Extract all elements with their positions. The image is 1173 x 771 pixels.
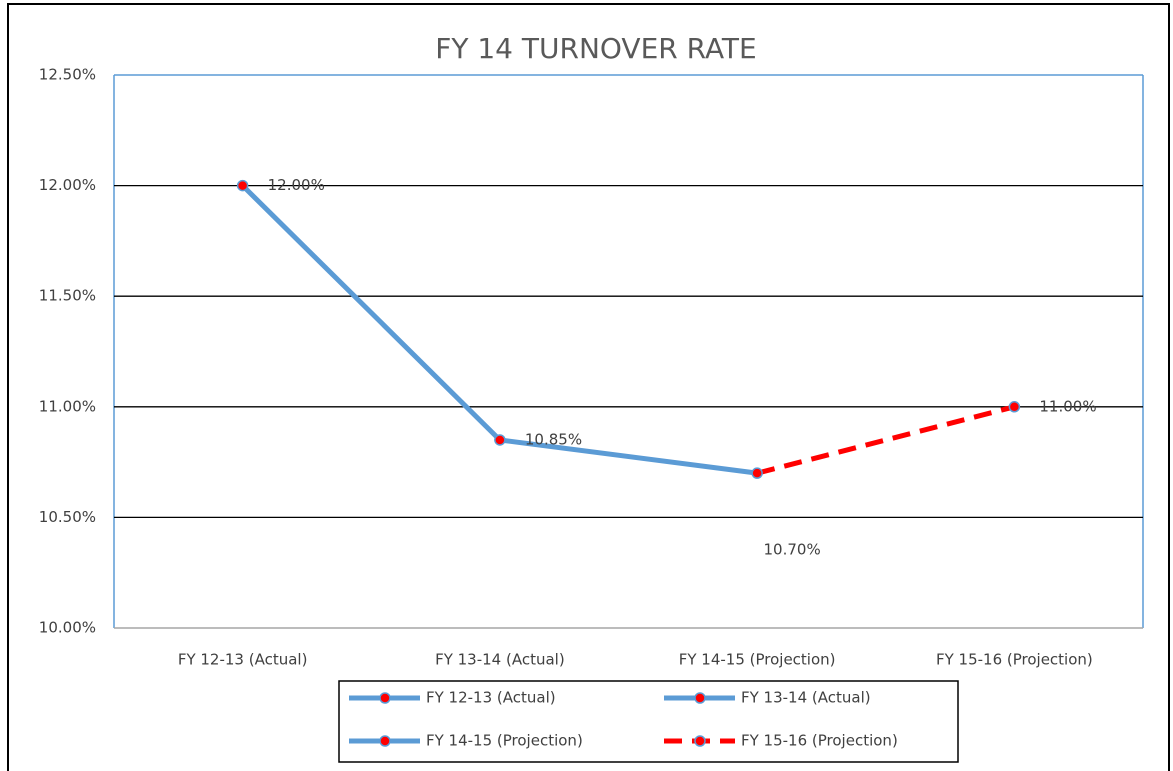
legend-label: FY 15-16 (Projection) — [741, 732, 898, 750]
data-label: 12.00% — [268, 176, 325, 194]
data-label: 10.70% — [764, 541, 821, 559]
data-point — [1008, 401, 1021, 413]
data-label: 11.00% — [1039, 397, 1096, 415]
y-tick-label: 11.50% — [39, 287, 96, 305]
line-segment — [756, 404, 1015, 476]
y-tick-label: 11.00% — [39, 397, 96, 415]
y-tick-label: 10.00% — [39, 619, 96, 637]
y-tick-label: 10.50% — [39, 508, 96, 526]
legend-marker — [379, 735, 391, 747]
x-tick-label: FY 15-16 (Projection) — [936, 651, 1093, 669]
legend-label: FY 14-15 (Projection) — [426, 732, 583, 750]
legend-label: FY 13-14 (Actual) — [741, 689, 871, 707]
chart-border — [7, 3, 1170, 771]
legend-box — [338, 680, 959, 763]
y-tick-label: 12.00% — [39, 176, 96, 194]
line-segment — [499, 437, 758, 476]
data-point — [494, 434, 506, 446]
data-point — [236, 179, 249, 192]
x-tick-label: FY 12-13 (Actual) — [178, 651, 308, 669]
data-label: 10.85% — [525, 430, 582, 448]
line-segment — [240, 183, 502, 442]
legend-marker — [379, 692, 391, 704]
legend-marker — [694, 692, 706, 704]
data-point — [751, 467, 763, 479]
chart-title: FY 14 TURNOVER RATE — [435, 32, 756, 65]
x-tick-label: FY 14-15 (Projection) — [679, 651, 836, 669]
x-tick-label: FY 13-14 (Actual) — [435, 651, 565, 669]
legend-label: FY 12-13 (Actual) — [426, 689, 556, 707]
legend-marker — [694, 735, 706, 747]
y-tick-label: 12.50% — [39, 66, 96, 84]
